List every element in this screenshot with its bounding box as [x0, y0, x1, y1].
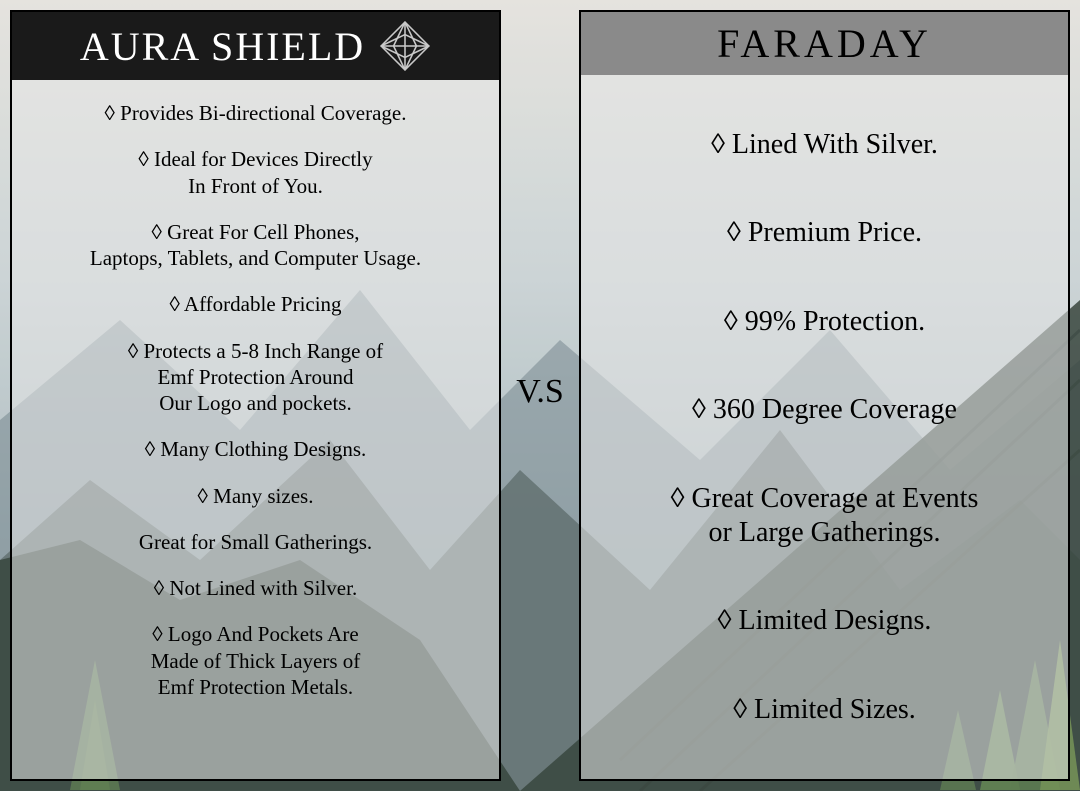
- right-title: FARADAY: [717, 20, 932, 67]
- list-item: ◊ Many Clothing Designs.: [145, 436, 367, 462]
- left-panel: AURA SHIELD ◊ Provides Bi-directional Co…: [10, 10, 501, 781]
- list-item: ◊ 99% Protection.: [724, 305, 925, 339]
- list-item: Great for Small Gatherings.: [139, 529, 372, 555]
- left-panel-header: AURA SHIELD: [12, 12, 499, 80]
- diamond-star-icon: [379, 20, 431, 72]
- list-item: ◊ Affordable Pricing: [169, 291, 341, 317]
- list-item: ◊ Lined With Silver.: [711, 128, 938, 162]
- list-item: ◊ Limited Designs.: [718, 604, 932, 638]
- list-item: ◊ Many sizes.: [198, 483, 314, 509]
- right-panel: FARADAY ◊ Lined With Silver. ◊ Premium P…: [579, 10, 1070, 781]
- left-title: AURA SHIELD: [80, 23, 365, 70]
- list-item: ◊ Not Lined with Silver.: [154, 575, 357, 601]
- left-panel-body: ◊ Provides Bi-directional Coverage. ◊ Id…: [12, 80, 499, 779]
- list-item: ◊ Great For Cell Phones,Laptops, Tablets…: [90, 219, 421, 272]
- comparison-container: AURA SHIELD ◊ Provides Bi-directional Co…: [0, 0, 1080, 791]
- list-item: ◊ Ideal for Devices DirectlyIn Front of …: [138, 146, 372, 199]
- right-panel-body: ◊ Lined With Silver. ◊ Premium Price. ◊ …: [581, 75, 1068, 779]
- list-item: ◊ Premium Price.: [727, 216, 922, 250]
- list-item: ◊ Provides Bi-directional Coverage.: [105, 100, 407, 126]
- list-item: ◊ Great Coverage at Eventsor Large Gathe…: [671, 482, 979, 549]
- right-panel-header: FARADAY: [581, 12, 1068, 75]
- vs-label: V.S: [516, 373, 564, 411]
- list-item: ◊ Protects a 5-8 Inch Range ofEmf Protec…: [128, 338, 383, 417]
- vs-separator: V.S: [507, 10, 573, 781]
- list-item: ◊ Limited Sizes.: [733, 693, 916, 727]
- list-item: ◊ 360 Degree Coverage: [692, 393, 957, 427]
- list-item: ◊ Logo And Pockets AreMade of Thick Laye…: [151, 621, 361, 700]
